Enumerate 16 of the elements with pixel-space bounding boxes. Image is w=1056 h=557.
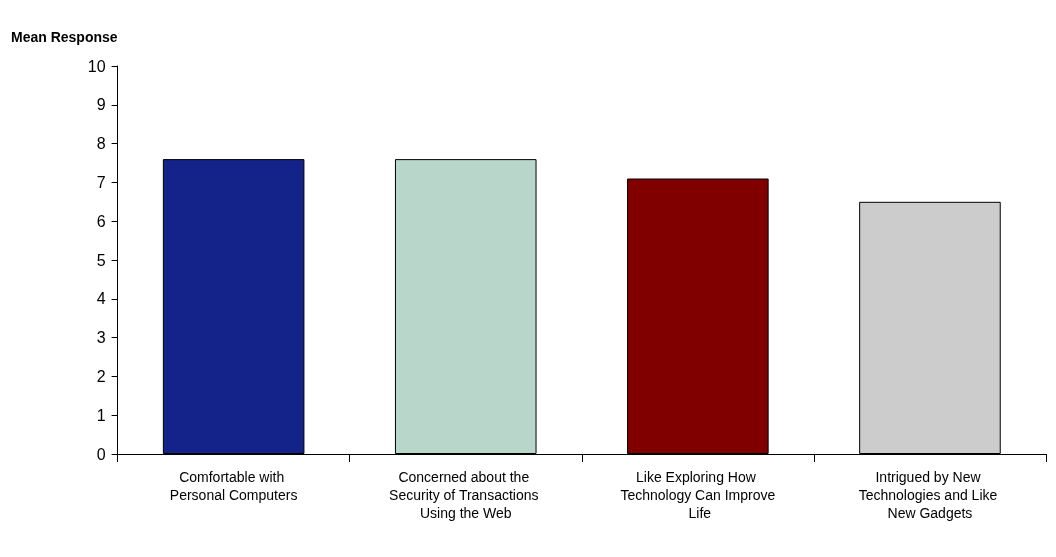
y-tick-label: 6 [96, 212, 106, 230]
x-tick-label: Comfortable with Personal Computers [169, 469, 298, 503]
x-tick-label: Like Exploring How Technology Can Improve Life [620, 469, 776, 521]
y-tick-label: 7 [96, 173, 106, 191]
y-tick-label: 5 [96, 251, 106, 269]
y-tick-label: 1 [96, 406, 106, 424]
x-tick-label: Concerned about the Security of Transactions Using the Web [389, 469, 543, 521]
y-tick-label: 4 [96, 290, 106, 308]
y-tick-label: 9 [96, 96, 106, 114]
y-tick-label: 3 [96, 329, 106, 347]
y-axis-title: Mean Response [10, 29, 118, 45]
y-tick-label: 0 [96, 445, 106, 463]
x-tick-label: Intrigued by New Technologies and Like New Gadgets [858, 469, 1002, 521]
y-tick-label: 2 [96, 367, 106, 385]
y-tick-label: 8 [96, 135, 106, 153]
y-tick-label: 10 [87, 57, 106, 75]
